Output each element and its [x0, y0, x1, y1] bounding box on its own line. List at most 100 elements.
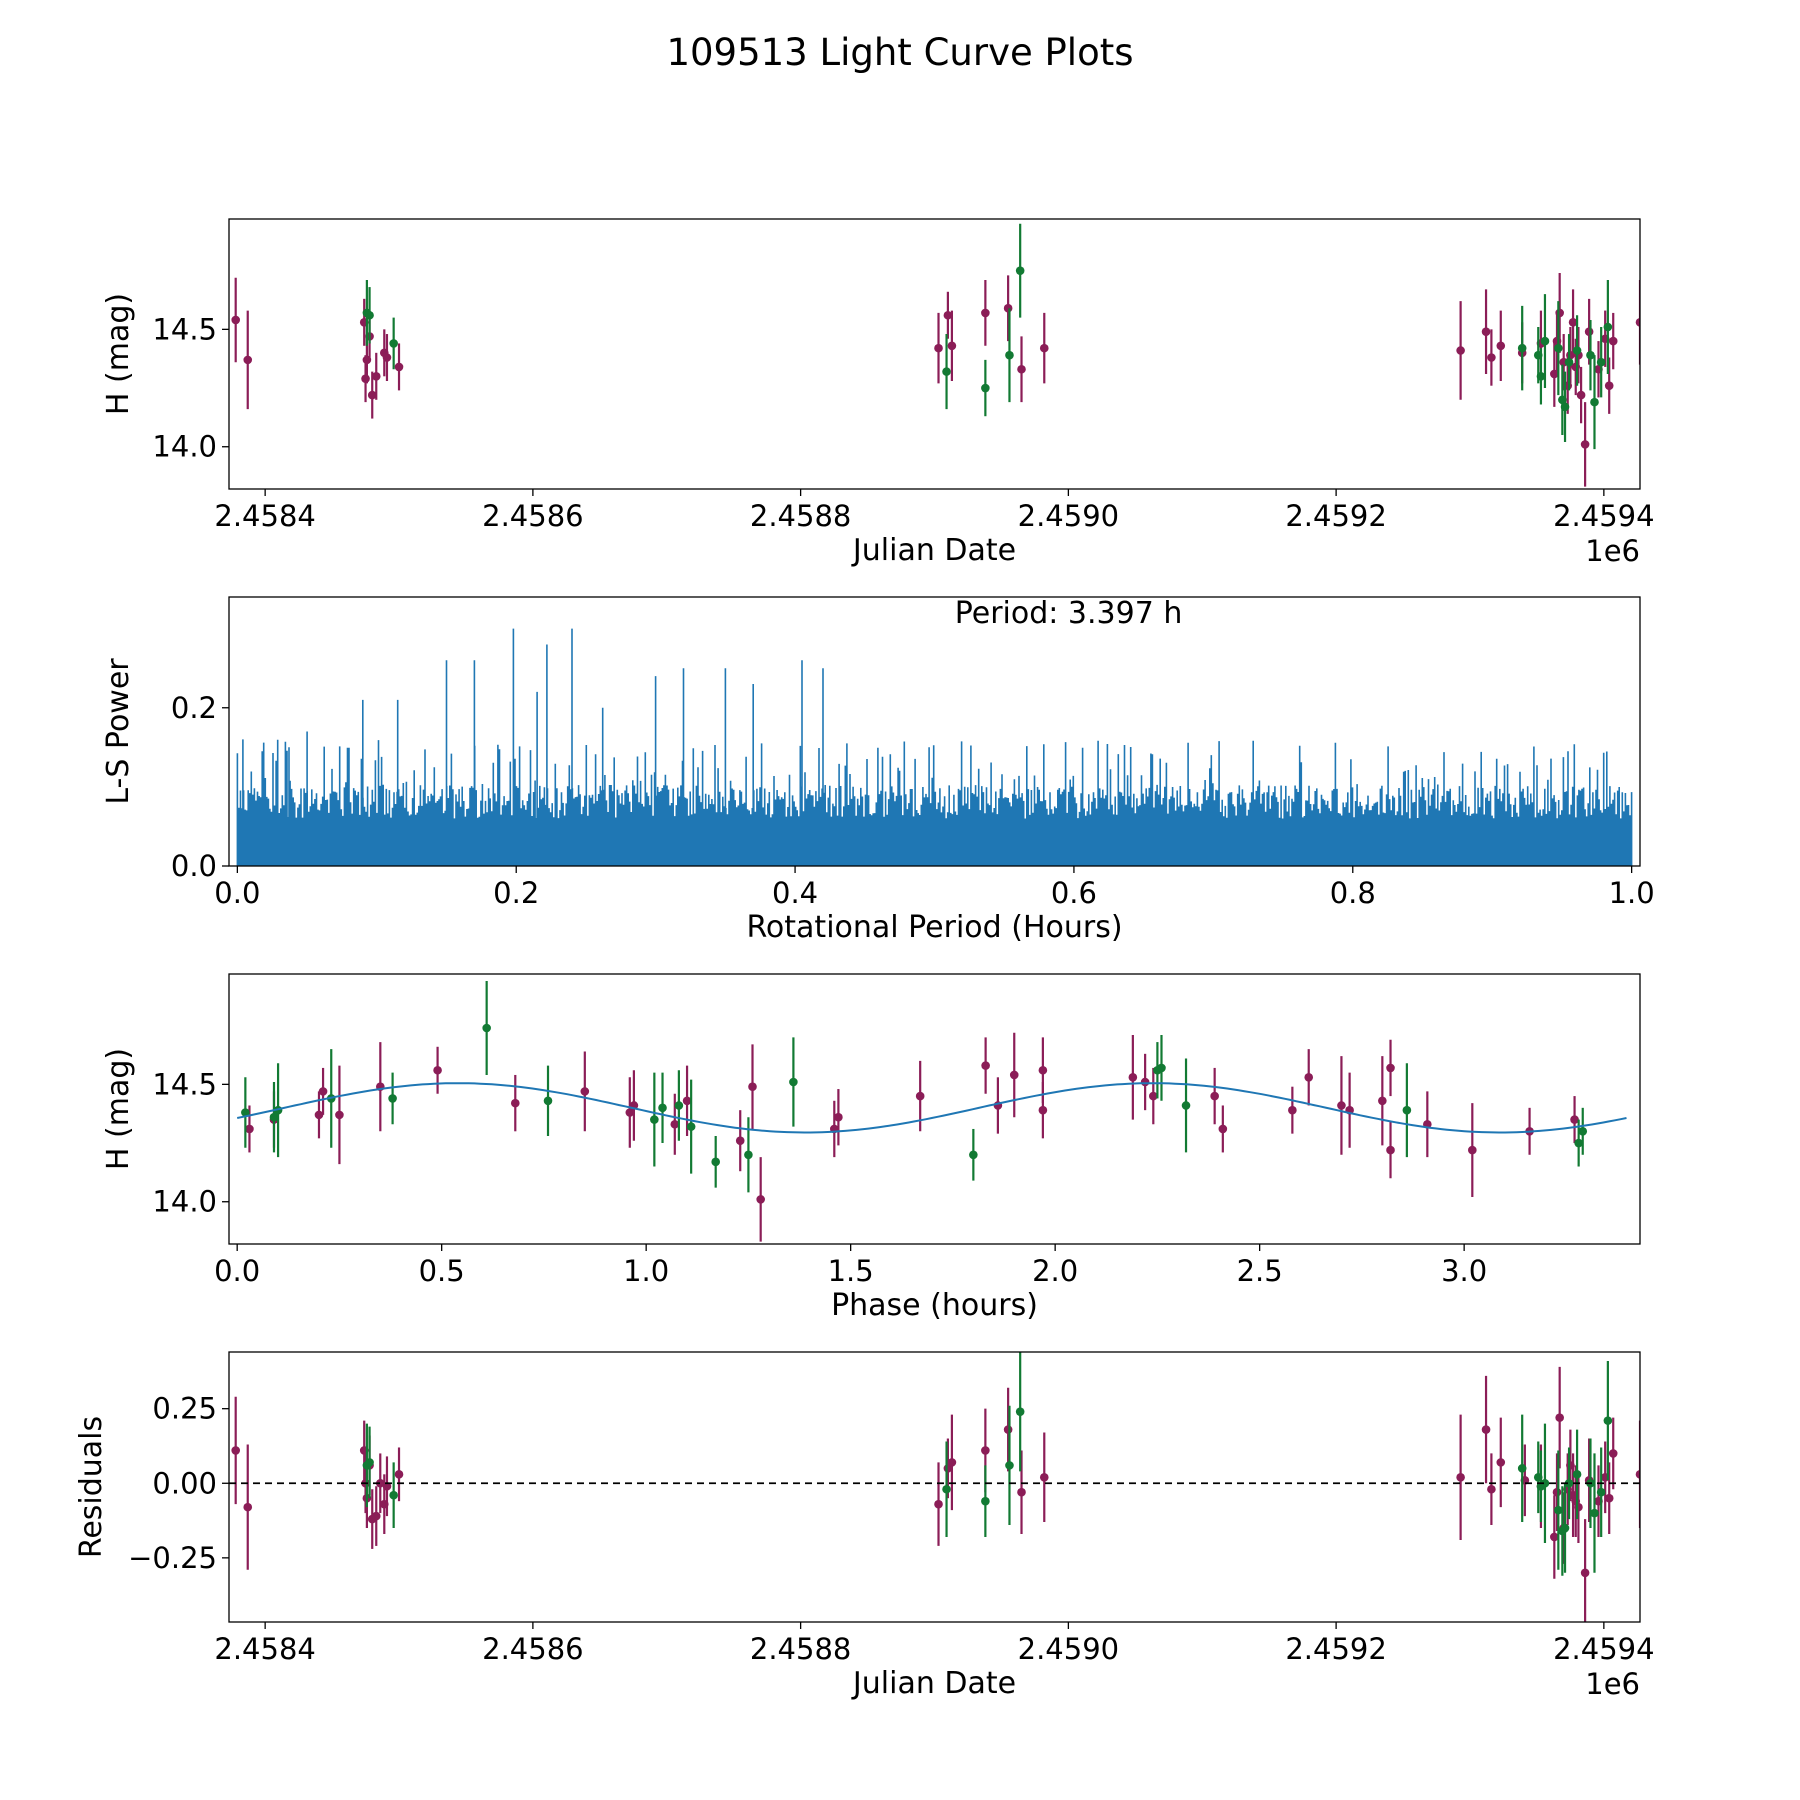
x-tick-label: 2.4586: [482, 499, 583, 533]
band-o-point: [243, 355, 253, 365]
x-tick-label: 0.8: [1330, 876, 1376, 910]
band-o-point: [1487, 1484, 1496, 1494]
band-c-point: [1181, 1101, 1191, 1110]
band-c-point: [969, 1150, 978, 1160]
band-o-point: [1456, 1473, 1465, 1482]
band-o-point: [1009, 1070, 1019, 1080]
band-c-point: [1554, 1505, 1563, 1515]
y-tick-label: 0.0: [171, 849, 217, 883]
band-o-point: [1468, 1145, 1477, 1155]
band-o-point: [335, 1110, 344, 1120]
x-axis-label: Rotational Period (Hours): [746, 910, 1122, 945]
band-c-point: [365, 1458, 374, 1467]
x-tick-label: 0.0: [214, 876, 260, 910]
band-o-point: [943, 310, 953, 320]
band-c-point: [650, 1115, 659, 1124]
band-o-point: [1337, 1101, 1346, 1110]
band-c-point: [1590, 1508, 1599, 1518]
y-tick-label: 0.25: [152, 1392, 217, 1426]
band-o-point: [1003, 1425, 1013, 1434]
band-c-point: [1564, 357, 1574, 367]
x-tick-label: 2.4588: [750, 1632, 851, 1666]
y-axis-label: H (mag): [101, 1048, 136, 1170]
band-o-point: [1608, 336, 1618, 346]
band-o-point: [1604, 381, 1614, 390]
periodogram-panel: Period: 3.397 h 0.0 0.2 0.4 0.6 0.8 1.0 0.0 0.2 R…: [101, 596, 1655, 945]
lightcurve-axes-frame: [228, 218, 1641, 490]
x-tick-label: 2.0: [1032, 1254, 1078, 1288]
band-o-point: [1017, 364, 1026, 374]
band-c-point: [1005, 350, 1014, 360]
x-tick-label: 3.0: [1441, 1254, 1487, 1288]
residuals-panel: 2.4584 2.4586 2.4588 2.4590 2.4592 2.4594 0.25…: [74, 1351, 1655, 1701]
band-c-point: [269, 1112, 279, 1122]
band-o-point: [371, 1511, 381, 1521]
band-c-point: [1596, 357, 1606, 367]
band-o-point: [915, 1091, 925, 1101]
band-o-point: [1481, 327, 1491, 336]
band-o-point: [981, 1446, 990, 1455]
periodogram-plot-area: [236, 628, 1633, 866]
residuals-axes-frame: [228, 1351, 1641, 1623]
band-c-point: [789, 1077, 798, 1087]
band-c-point: [981, 383, 990, 393]
band-o-point: [231, 315, 240, 325]
x-tick-label: 0.4: [772, 876, 818, 910]
band-o-point: [947, 341, 957, 351]
band-c-point: [1572, 346, 1582, 355]
x-tick-label: 2.4594: [1553, 499, 1654, 533]
band-o-point: [375, 1478, 385, 1488]
band-c-point: [942, 367, 951, 376]
band-o-point: [1552, 1487, 1562, 1497]
band-o-point: [1550, 1532, 1559, 1542]
phased-panel: 0.0 0.5 1.0 1.5 2.0 2.5 3.0 14.0 14.5 Phase (hour…: [101, 973, 1641, 1323]
band-o-point: [1635, 1470, 1640, 1479]
band-o-point: [625, 1108, 635, 1117]
band-c-point: [1560, 1523, 1570, 1533]
band-c-point: [1015, 266, 1025, 275]
band-c-point: [1536, 372, 1546, 381]
y-tick-label: 14.5: [152, 312, 217, 346]
x-tick-label: 0.6: [1051, 876, 1097, 910]
y-axis-label: Residuals: [74, 1416, 109, 1558]
band-o-point: [231, 1446, 240, 1455]
residuals-plot-area: [229, 1352, 1640, 1622]
x-axis-label: Phase (hours): [831, 1288, 1038, 1323]
band-c-point: [1572, 1470, 1582, 1479]
band-c-point: [388, 1094, 397, 1103]
band-o-point: [1386, 1063, 1395, 1073]
best-period-annotation: Period: 3.397 h: [955, 596, 1183, 631]
band-c-point: [1574, 1138, 1583, 1148]
band-o-point: [1017, 1487, 1026, 1497]
band-o-point: [245, 1124, 254, 1134]
x-tick-label: 2.4588: [750, 499, 851, 533]
band-c-point: [1564, 1478, 1574, 1488]
band-o-point: [1580, 440, 1590, 449]
band-c-point: [981, 1496, 990, 1506]
y-axis-label: L-S Power: [101, 658, 136, 805]
y-tick-label: 0.00: [152, 1466, 217, 1500]
band-o-point: [1378, 1096, 1387, 1106]
band-c-point: [389, 1490, 398, 1500]
band-o-point: [1481, 1425, 1491, 1434]
band-o-point: [1218, 1124, 1228, 1134]
band-o-point: [1038, 1065, 1048, 1075]
band-o-point: [1039, 343, 1049, 353]
x-tick-label: 2.4590: [1018, 499, 1119, 533]
band-o-point: [433, 1065, 442, 1075]
band-c-point: [1590, 397, 1599, 407]
band-o-point: [394, 1470, 404, 1479]
band-o-point: [748, 1082, 757, 1091]
band-c-point: [482, 1023, 491, 1033]
band-o-point: [1487, 353, 1496, 362]
band-o-point: [682, 1096, 692, 1106]
x-tick-label: 2.4592: [1285, 499, 1386, 533]
band-c-point: [543, 1096, 553, 1106]
band-c-point: [711, 1157, 720, 1167]
figure-title: 109513 Light Curve Plots: [666, 31, 1133, 74]
x-axis-offset-label: 1e6: [1585, 534, 1640, 568]
band-o-point: [670, 1119, 680, 1129]
band-c-point: [1517, 1464, 1527, 1473]
phased-plot-area: [236, 981, 1627, 1242]
